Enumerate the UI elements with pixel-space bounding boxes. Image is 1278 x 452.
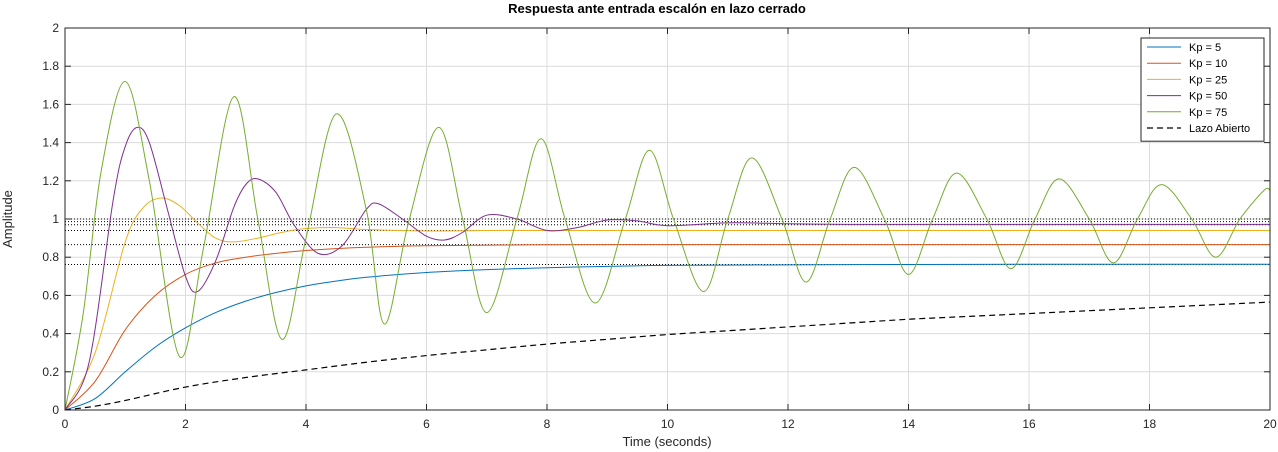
- series-line-kp-25: [64, 197, 1270, 411]
- y-tick-label: 0.6: [42, 288, 59, 302]
- legend-entry-label: Kp = 5: [1189, 42, 1221, 54]
- series-line-kp-5: [64, 263, 1270, 411]
- legend-entry-label: Kp = 75: [1189, 107, 1227, 119]
- legend-entry-label: Kp = 50: [1189, 91, 1227, 103]
- y-tick-label: 0.2: [42, 365, 59, 379]
- x-tick-label: 2: [182, 417, 189, 431]
- legend-entry-label: Kp = 10: [1189, 58, 1227, 70]
- y-tick-label: 1.8: [42, 59, 59, 73]
- x-axis-ticks: 0 2 4 6 8 10 12 14 16 18 20: [62, 28, 1277, 431]
- x-tick-label: 4: [303, 417, 310, 431]
- x-axis-label: Time (seconds): [622, 434, 711, 449]
- y-tick-label: 0: [52, 403, 59, 417]
- x-tick-label: 20: [1263, 417, 1277, 431]
- chart-title: Respuesta ante entrada escalón en lazo c…: [508, 1, 806, 16]
- y-tick-label: 1.2: [42, 174, 59, 188]
- x-tick-label: 12: [781, 417, 795, 431]
- legend-box: [1140, 37, 1265, 142]
- x-tick-label: 8: [544, 417, 551, 431]
- x-tick-label: 6: [423, 417, 430, 431]
- y-tick-label: 1.4: [42, 136, 59, 150]
- x-tick-label: 14: [902, 417, 916, 431]
- x-tick-label: 16: [1022, 417, 1036, 431]
- x-tick-label: 10: [661, 417, 675, 431]
- legend: Kp = 5 Kp = 10 Kp = 25 Kp = 50 Kp = 75 Lazo A…: [1140, 37, 1265, 142]
- y-axis-ticks: 0 0.2 0.4 0.6 0.8 1 1.2 1.4 1.6 1.8 2: [42, 21, 1270, 417]
- y-tick-label: 0.4: [42, 327, 59, 341]
- y-tick-label: 1.6: [42, 97, 59, 111]
- legend-entry-label: Lazo Abierto: [1189, 123, 1250, 135]
- legend-entry-label: Kp = 25: [1189, 74, 1227, 86]
- series-line-lazo-abierto: [64, 301, 1271, 411]
- x-tick-label: 0: [62, 417, 69, 431]
- y-tick-label: 0.8: [42, 250, 59, 264]
- series-lines: [64, 80, 1271, 411]
- series-line-kp-75: [64, 80, 1271, 411]
- y-tick-label: 1: [52, 212, 59, 226]
- y-tick-label: 2: [52, 21, 59, 35]
- series-line-kp-50: [64, 126, 1270, 411]
- y-axis-label: Amplitude: [0, 190, 15, 248]
- x-tick-label: 18: [1143, 417, 1157, 431]
